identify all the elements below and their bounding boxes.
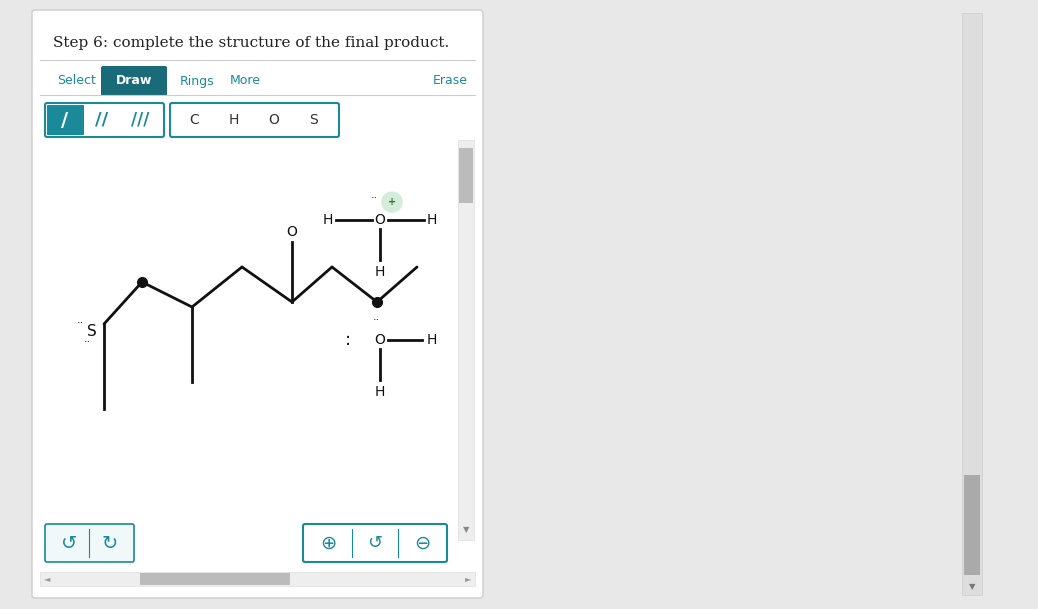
Text: O: O <box>375 333 385 347</box>
Text: //: // <box>95 111 109 129</box>
Text: ↺: ↺ <box>61 533 77 552</box>
Text: S: S <box>87 325 97 339</box>
Text: ◄: ◄ <box>44 574 50 583</box>
Bar <box>458 140 474 540</box>
Text: ///: /// <box>131 111 149 129</box>
Bar <box>40 572 475 586</box>
Text: O: O <box>375 213 385 227</box>
FancyBboxPatch shape <box>45 524 134 562</box>
Bar <box>40 140 475 540</box>
Bar <box>140 573 290 585</box>
Bar <box>459 148 473 203</box>
Text: O: O <box>286 225 298 239</box>
Text: Draw: Draw <box>116 74 153 88</box>
Text: H: H <box>427 213 437 227</box>
Text: ··: ·· <box>77 318 84 328</box>
Text: ··: ·· <box>83 337 90 347</box>
Text: ⊕: ⊕ <box>320 533 336 552</box>
Text: ↻: ↻ <box>102 533 118 552</box>
FancyBboxPatch shape <box>32 10 483 598</box>
FancyBboxPatch shape <box>47 105 84 135</box>
Text: Erase: Erase <box>433 74 467 88</box>
Text: O: O <box>269 113 279 127</box>
FancyBboxPatch shape <box>101 66 167 96</box>
FancyBboxPatch shape <box>303 524 447 562</box>
Text: ▼: ▼ <box>968 582 976 591</box>
Text: ··: ·· <box>371 193 378 203</box>
Text: :: : <box>345 331 351 349</box>
Text: Step 6: complete the structure of the final product.: Step 6: complete the structure of the fi… <box>53 36 449 50</box>
Text: ··: ·· <box>373 315 380 325</box>
Text: /: / <box>61 110 69 130</box>
Text: C: C <box>189 113 199 127</box>
Text: H: H <box>427 333 437 347</box>
Text: H: H <box>323 213 333 227</box>
Bar <box>964 475 980 575</box>
Text: H: H <box>375 265 385 279</box>
FancyBboxPatch shape <box>45 103 164 137</box>
FancyBboxPatch shape <box>170 103 339 137</box>
Text: ↺: ↺ <box>367 534 383 552</box>
Text: +: + <box>388 197 397 207</box>
Text: H: H <box>228 113 239 127</box>
Text: More: More <box>229 74 261 88</box>
Text: ►: ► <box>465 574 471 583</box>
Text: ⊖: ⊖ <box>414 533 430 552</box>
Text: H: H <box>375 385 385 399</box>
Text: S: S <box>309 113 319 127</box>
Text: ▼: ▼ <box>463 526 469 535</box>
Bar <box>962 13 982 595</box>
Text: Rings: Rings <box>180 74 214 88</box>
Circle shape <box>382 192 402 212</box>
Text: Select: Select <box>57 74 97 88</box>
